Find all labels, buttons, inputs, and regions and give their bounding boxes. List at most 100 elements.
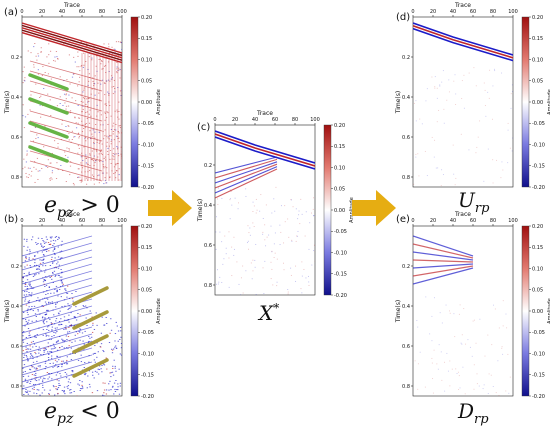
x-tick-label: 40 bbox=[252, 117, 258, 123]
colorbar-tick-label: -0.15 bbox=[532, 164, 545, 170]
colorbar-tick-label: 0.05 bbox=[532, 288, 543, 294]
y-tick-label: 0.8 bbox=[11, 175, 19, 181]
panel-a: (a) 0 20 40 60 80 100 Trace 0.2 0.4 0.6 0.8 Time(s)… bbox=[4, 2, 162, 191]
colorbar-tick-label: -0.15 bbox=[141, 373, 154, 379]
caption-e: Drp bbox=[457, 399, 489, 426]
colorbar-tick-label: 0.10 bbox=[141, 57, 152, 63]
colorbar-title: Amplitude bbox=[156, 89, 162, 115]
y-tick-label: 0.4 bbox=[204, 203, 212, 209]
y-tick-label: 0.2 bbox=[402, 264, 410, 270]
colorbar-tick-label: 0.00 bbox=[532, 309, 543, 315]
colorbar-title: Amplitude bbox=[156, 298, 162, 324]
x-axis-title: Trace bbox=[454, 211, 471, 218]
colorbar bbox=[521, 16, 530, 188]
y-tick-label: 0.2 bbox=[11, 264, 19, 270]
flow-arrow-right-icon bbox=[352, 190, 396, 226]
colorbar-title: Amplitude bbox=[547, 89, 550, 115]
panel-e: (e) 0 20 40 60 80 100 Trace 0.2 0.4 0.6 0.8 Time(s)… bbox=[395, 211, 550, 400]
x-tick-label: 60 bbox=[272, 117, 278, 123]
y-tick-label: 0.4 bbox=[402, 304, 410, 310]
x-tick-label: 100 bbox=[117, 9, 127, 15]
x-axis-title: Trace bbox=[63, 211, 80, 218]
x-tick-label: 80 bbox=[99, 9, 105, 15]
panel-letter: (b) bbox=[4, 214, 18, 225]
colorbar-tick-label: -0.20 bbox=[334, 293, 347, 299]
caption-b: epz < 0 bbox=[44, 399, 120, 426]
colorbar-tick-label: -0.10 bbox=[334, 250, 347, 256]
x-axis-title: Trace bbox=[63, 2, 80, 9]
y-axis-title: Time(s) bbox=[395, 300, 402, 324]
x-tick-label: 60 bbox=[79, 218, 85, 224]
y-tick-label: 0.2 bbox=[402, 55, 410, 61]
x-tick-label: 80 bbox=[490, 9, 496, 15]
colorbar-tick-label: 0.20 bbox=[532, 224, 543, 230]
panel-letter: (c) bbox=[197, 122, 210, 133]
y-axis-title: Time(s) bbox=[4, 300, 11, 324]
annotation-arrow-icon bbox=[72, 286, 109, 306]
colorbar-tick-label: -0.05 bbox=[141, 330, 154, 336]
colorbar-tick-label: 0.10 bbox=[141, 266, 152, 272]
y-axis-title: Time(s) bbox=[395, 91, 402, 115]
x-tick-label: 0 bbox=[411, 218, 414, 224]
y-tick-label: 0.4 bbox=[11, 304, 19, 310]
colorbar-tick-label: 0.15 bbox=[532, 36, 543, 42]
colorbar-tick-label: -0.05 bbox=[141, 121, 154, 127]
colorbar-tick-label: 0.10 bbox=[532, 57, 543, 63]
colorbar-tick-label: -0.10 bbox=[141, 142, 154, 148]
x-tick-label: 100 bbox=[310, 117, 320, 123]
x-tick-label: 100 bbox=[508, 9, 518, 15]
annotation-arrow-icon bbox=[28, 121, 69, 139]
colorbar-tick-label: -0.10 bbox=[532, 351, 545, 357]
annotation-arrow-icon bbox=[72, 334, 109, 354]
colorbar-tick-label: 0.00 bbox=[141, 309, 152, 315]
colorbar-tick-label: -0.20 bbox=[532, 185, 545, 191]
y-tick-label: 0.6 bbox=[11, 135, 19, 141]
x-tick-label: 0 bbox=[411, 9, 414, 15]
colorbar-tick-label: -0.15 bbox=[532, 373, 545, 379]
colorbar-tick-label: 0.00 bbox=[141, 100, 152, 106]
colorbar-tick-label: 0.10 bbox=[334, 165, 345, 171]
x-tick-label: 20 bbox=[430, 218, 436, 224]
colorbar-tick-label: 0.05 bbox=[532, 79, 543, 85]
colorbar bbox=[521, 225, 530, 397]
colorbar bbox=[130, 225, 139, 397]
y-tick-label: 0.2 bbox=[11, 55, 19, 61]
x-tick-label: 40 bbox=[450, 218, 456, 224]
x-tick-label: 80 bbox=[292, 117, 298, 123]
y-tick-label: 0.6 bbox=[204, 243, 212, 249]
seismic-image bbox=[215, 130, 315, 295]
x-tick-label: 20 bbox=[39, 218, 45, 224]
y-tick-label: 0.6 bbox=[11, 344, 19, 350]
colorbar-tick-label: 0.15 bbox=[532, 245, 543, 251]
y-tick-label: 0.8 bbox=[402, 384, 410, 390]
caption-a: epz > 0 bbox=[44, 193, 120, 221]
panel-c: (c) 0 20 40 60 80 100 Trace 0.2 0.4 0.6 0.8 Time(s)… bbox=[197, 110, 355, 299]
y-tick-label: 0.4 bbox=[11, 95, 19, 101]
y-tick-label: 0.2 bbox=[204, 163, 212, 169]
y-tick-label: 0.8 bbox=[11, 384, 19, 390]
colorbar-tick-label: 0.00 bbox=[532, 100, 543, 106]
x-tick-label: 100 bbox=[508, 218, 518, 224]
annotation-arrow-icon bbox=[28, 73, 69, 91]
x-tick-label: 80 bbox=[490, 218, 496, 224]
x-tick-label: 60 bbox=[470, 9, 476, 15]
y-axis-title: Time(s) bbox=[4, 91, 11, 115]
x-tick-label: 20 bbox=[430, 9, 436, 15]
colorbar-title: Amplitude bbox=[547, 298, 550, 324]
y-tick-label: 0.8 bbox=[402, 175, 410, 181]
y-tick-label: 0.8 bbox=[204, 283, 212, 289]
x-tick-label: 40 bbox=[59, 9, 65, 15]
colorbar-tick-label: 0.20 bbox=[334, 123, 345, 129]
annotation-arrow-icon bbox=[28, 145, 69, 163]
colorbar-tick-label: 0.15 bbox=[334, 144, 345, 150]
caption-d: Urp bbox=[458, 188, 490, 216]
x-tick-label: 20 bbox=[232, 117, 238, 123]
colorbar-tick-label: 0.00 bbox=[334, 208, 345, 214]
colorbar bbox=[323, 124, 332, 296]
x-tick-label: 0 bbox=[20, 9, 23, 15]
colorbar-tick-label: -0.15 bbox=[334, 272, 347, 278]
colorbar-tick-label: -0.20 bbox=[141, 185, 154, 191]
colorbar-tick-label: 0.15 bbox=[141, 245, 152, 251]
x-tick-label: 0 bbox=[213, 117, 216, 123]
